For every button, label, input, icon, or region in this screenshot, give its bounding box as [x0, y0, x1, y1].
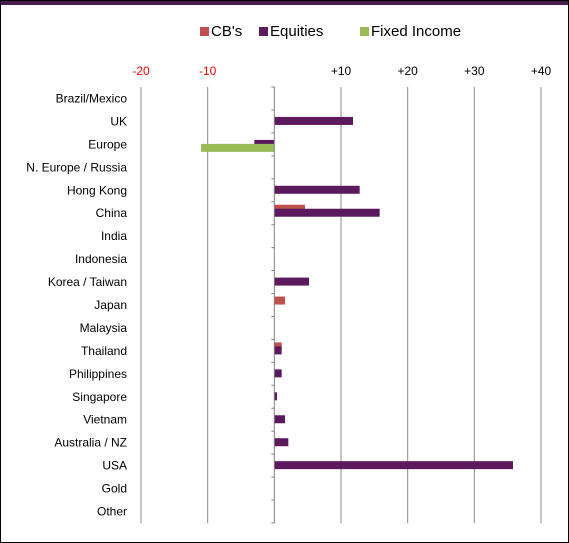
x-tick-label: -10 [199, 64, 217, 78]
category-label: Indonesia [75, 252, 127, 266]
category-label: Philippines [69, 367, 127, 381]
category-label: USA [102, 459, 127, 473]
category-label: N. Europe / Russia [26, 160, 127, 174]
category-label: Brazil/Mexico [56, 91, 128, 105]
top-accent-bar [1, 1, 568, 5]
bar-equities-korea-taiwan [274, 277, 309, 286]
x-tick-label: +30 [464, 64, 485, 78]
category-label: India [101, 229, 127, 243]
category-label: Hong Kong [67, 183, 127, 197]
bar-equities-china [274, 208, 380, 217]
bar-equities-vietnam [274, 415, 285, 424]
category-label: Thailand [81, 344, 127, 358]
category-labels: Brazil/Mexico UK Europe N. Europe / Russia H… [26, 91, 127, 518]
x-tick-label: +20 [397, 64, 418, 78]
legend-label-fixed-income: Fixed Income [371, 23, 461, 40]
bar-equities-hong-kong [274, 185, 360, 194]
category-label: China [96, 206, 128, 220]
bars [201, 116, 513, 470]
bar-equities-uk [274, 116, 353, 125]
bar-equities-philippines [274, 369, 282, 378]
bar-equities-australia-nz [274, 438, 289, 447]
legend: CB's Equities Fixed Income [200, 23, 461, 40]
gridlines [140, 87, 542, 523]
category-label: Korea / Taiwan [48, 275, 127, 289]
legend-swatch-fixed-income [360, 27, 369, 36]
category-label: Vietnam [83, 413, 127, 427]
legend-swatch-equities [259, 27, 268, 36]
bar-equities-singapore [274, 392, 277, 401]
bar-fixed-income-europe [201, 143, 275, 152]
x-axis-tick-labels: -20 -10 +10 +20 +30 +40 [132, 64, 551, 78]
category-label: Other [97, 505, 127, 519]
category-label: Europe [88, 137, 127, 151]
category-label: Malaysia [80, 321, 128, 335]
legend-label-equities: Equities [270, 23, 323, 40]
category-label: Gold [102, 482, 127, 496]
category-label: Australia / NZ [54, 436, 127, 450]
legend-swatch-cb-s [200, 27, 209, 36]
bar-cb-s-japan [274, 296, 285, 305]
bar-equities-thailand [274, 346, 282, 355]
zero-axis [271, 86, 275, 524]
category-label: Japan [94, 298, 127, 312]
x-tick-label: -20 [132, 64, 150, 78]
x-tick-label: +40 [531, 64, 552, 78]
category-label: UK [110, 114, 127, 128]
x-tick-label: +10 [331, 64, 352, 78]
category-label: Singapore [72, 390, 127, 404]
bar-equities-usa [274, 461, 513, 470]
legend-label-cb-s: CB's [211, 23, 242, 40]
